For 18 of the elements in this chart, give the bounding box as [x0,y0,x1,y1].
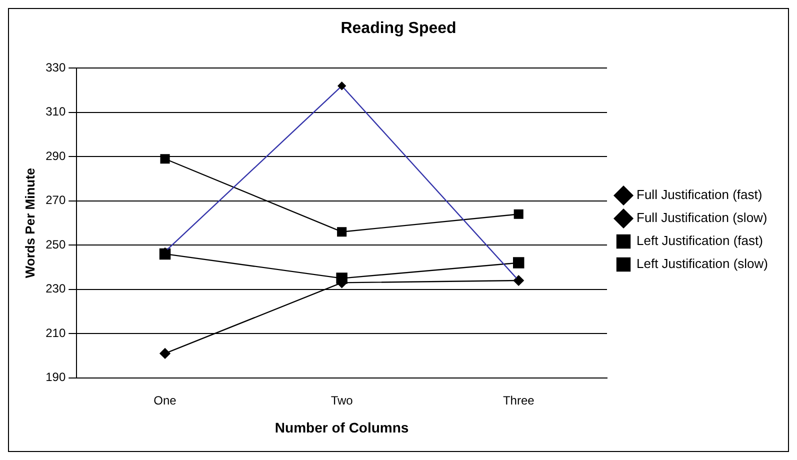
y-tick-label: 290 [46,148,66,163]
x-axis-title: Number of Columns [274,419,409,436]
y-tick-label: 190 [46,370,66,384]
y-tick-label: 230 [46,282,66,296]
chart-title: Reading Speed [340,20,456,38]
y-axis-title: Words Per Minute [22,168,38,278]
legend-label: Full Justification (fast) [636,187,762,202]
x-tick-label: Two [330,393,354,408]
x-tick-label: One [154,393,177,408]
y-tick-label: 210 [46,326,66,340]
y-tick-label: 330 [46,60,66,75]
legend-label: Left Justification (slow) [636,256,768,272]
x-tick-label: Three [502,393,535,408]
y-tick-label: 310 [46,104,66,119]
y-tick-label: 250 [46,237,66,252]
y-tick-label: 270 [46,193,66,208]
legend-label: Left Justification (fast) [636,233,763,248]
legend-label: Full Justification (slow) [636,210,768,226]
